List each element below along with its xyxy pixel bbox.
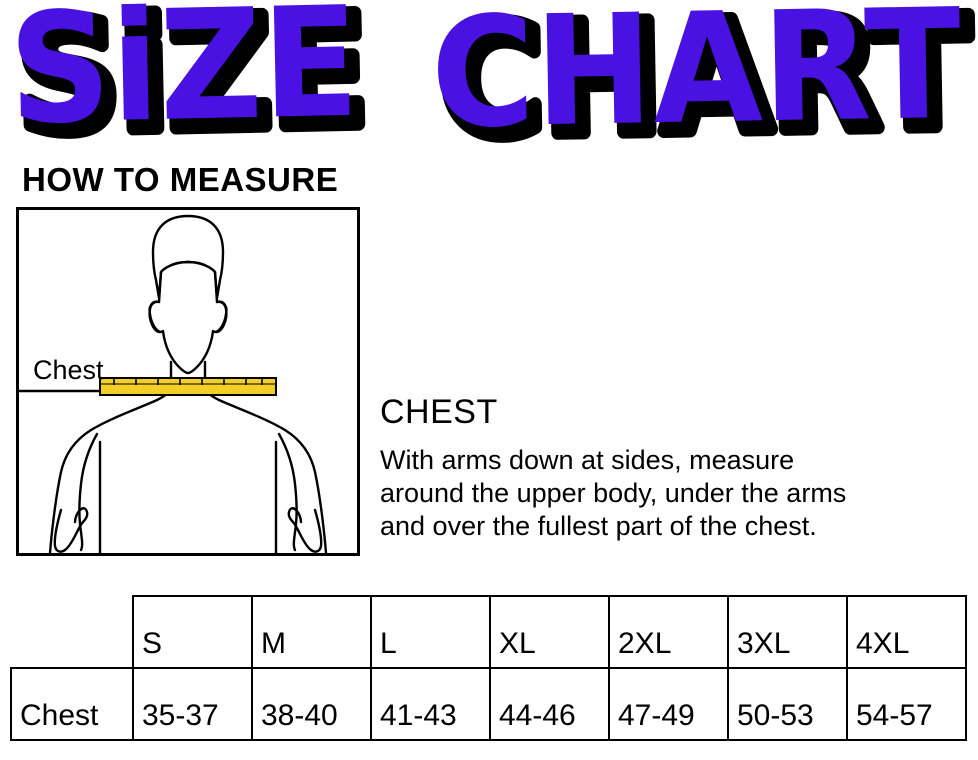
hair-outline [151,214,225,300]
table-header-row: S M L XL 2XL 3XL 4XL [11,595,967,669]
table-cell-chest-m: 38-40 [251,667,372,741]
chest-description-title: CHEST [380,393,498,431]
title-word-size-shadow: SiZE [16,0,370,150]
left-arm-inner [78,432,99,552]
chest-description-body: With arms down at sides, measure around … [380,444,970,543]
page-title: .ttl-shadow { font-family: "DejaVu Sans"… [0,0,978,150]
table-header-s: S [132,595,253,669]
chest-description-line-1: With arms down at sides, measure [380,445,795,475]
size-chart-title-art: .ttl-shadow { font-family: "DejaVu Sans"… [7,0,978,150]
right-arm-inner [277,432,298,552]
right-hand [287,507,323,553]
table-corner-blank [11,596,133,668]
left-hand [53,507,89,553]
chest-description-line-2: around the upper body, under the arms [380,478,847,508]
table-cell-chest-xl: 44-46 [489,667,610,741]
chest-measuring-tape [99,377,277,396]
table-cell-chest-s: 35-37 [132,667,253,741]
title-word-size: SiZE [7,0,361,150]
table-header-4xl: 4XL [846,595,967,669]
table-cell-chest-4xl: 54-57 [846,667,967,741]
table-header-xl: XL [489,595,610,669]
table-header-m: M [251,595,372,669]
table-header-l: L [370,595,491,669]
face-outline [148,260,228,375]
table-cell-chest-2xl: 47-49 [608,667,729,741]
how-to-measure-heading: HOW TO MEASURE [22,161,339,198]
table-row-label-chest: Chest [10,667,134,741]
measurement-illustration-box [16,207,360,556]
left-ear [148,300,162,334]
title-word-chart-shadow: CHART [439,0,972,150]
chest-diagram-label: Chest [33,355,104,385]
table-cell-chest-l: 41-43 [370,667,491,741]
right-ear [214,300,228,334]
table-row: Chest 35-37 38-40 41-43 44-46 47-49 50-5… [10,667,967,741]
size-table: S M L XL 2XL 3XL 4XL Chest 35-37 38-40 4… [10,595,967,741]
table-header-2xl: 2XL [608,595,729,669]
table-header-3xl: 3XL [727,595,848,669]
table-cell-chest-3xl: 50-53 [727,667,848,741]
chest-description-block: CHEST With arms down at sides, measure a… [380,392,970,543]
title-word-chart: CHART [430,0,963,150]
male-torso-figure [19,214,328,553]
chest-description-line-3: and over the fullest part of the chest. [380,511,817,541]
